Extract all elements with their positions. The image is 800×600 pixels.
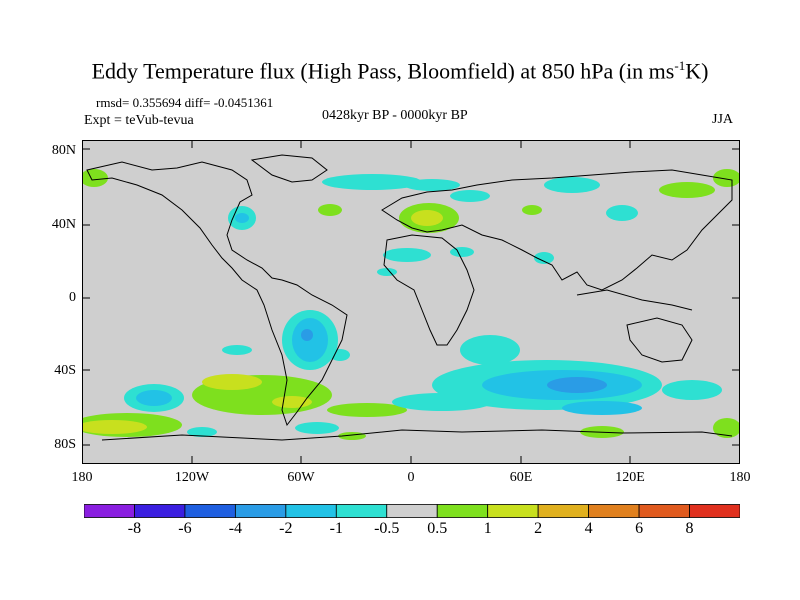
lon-label: 120E — [615, 470, 645, 485]
colorbar-box — [689, 504, 740, 518]
colorbar-box — [285, 504, 337, 518]
lon-label: 60W — [287, 470, 315, 485]
colorbar-box — [234, 504, 287, 518]
period-label: 0428kyr BP - 0000kyr BP — [322, 108, 468, 123]
colorbar-boxes — [84, 504, 740, 518]
colorbar-box — [84, 504, 135, 518]
colorbar — [84, 504, 740, 518]
map-ticks — [82, 140, 740, 464]
rmsd-text: rmsd= 0.355694 diff= -0.0451361 — [96, 95, 274, 110]
lat-label: 40N — [51, 217, 76, 232]
lon-label: 120W — [174, 470, 210, 485]
experiment-label: Expt = teVub-tevua — [84, 113, 194, 128]
colorbar-label: -6 — [178, 520, 192, 537]
lat-label: 40S — [54, 363, 76, 378]
lat-label: 80S — [54, 437, 76, 452]
colorbar-box — [638, 504, 690, 518]
colorbar-label: 0.5 — [427, 520, 448, 537]
plot-title-main: Eddy Temperature flux (High Pass, Bloomf… — [91, 58, 675, 84]
season-label: JJA — [712, 112, 734, 127]
colorbar-box — [335, 504, 388, 518]
plot-title: Eddy Temperature flux (High Pass, Bloomf… — [0, 58, 800, 84]
colorbar-label: -1 — [329, 520, 343, 537]
colorbar-box — [588, 504, 640, 518]
colorbar-label: -0.5 — [374, 520, 400, 537]
map-svg — [82, 140, 740, 464]
plot-title-sup: -1 — [674, 58, 686, 73]
lon-label: 0 — [407, 470, 415, 485]
colorbar-label: 2 — [534, 520, 543, 537]
lon-label: 180 — [71, 470, 93, 485]
colorbar-box — [386, 504, 438, 518]
map-panel — [82, 140, 740, 464]
colorbar-box — [436, 504, 489, 518]
colorbar-label: -8 — [127, 520, 142, 537]
colorbar-label: 1 — [483, 520, 492, 537]
colorbar-label: 4 — [584, 520, 593, 537]
lon-label: 60E — [509, 470, 533, 485]
colorbar-box — [184, 504, 236, 518]
lon-label: 180 — [729, 470, 751, 485]
coastlines — [86, 154, 733, 441]
colorbar-label: -2 — [279, 520, 293, 537]
colorbar-box — [487, 504, 539, 518]
colorbar-box — [134, 504, 186, 518]
colorbar-label: 6 — [635, 520, 644, 537]
colorbar-box — [537, 504, 590, 518]
lat-label: 0 — [69, 290, 76, 305]
colorbar-label: -4 — [228, 520, 243, 537]
lat-label: 80N — [51, 143, 76, 158]
plot-title-tail: K) — [685, 58, 709, 84]
anomaly-fields — [82, 169, 740, 440]
colorbar-label: 8 — [685, 520, 694, 537]
